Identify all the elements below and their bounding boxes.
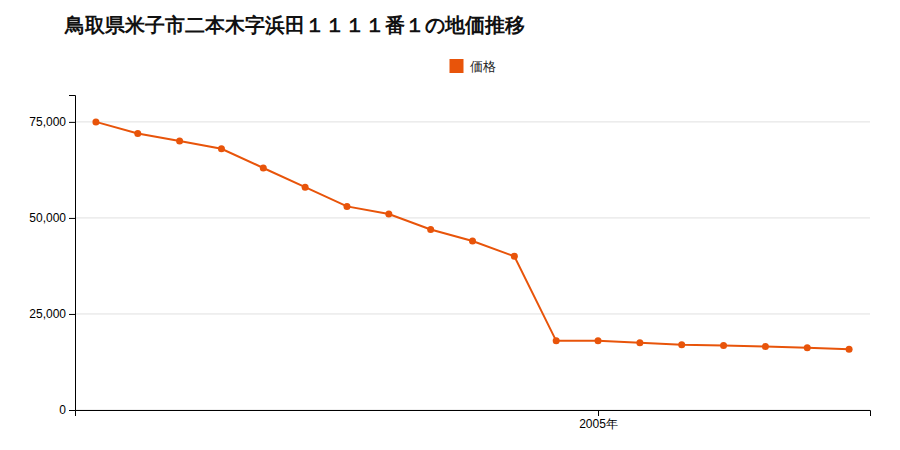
- point: [469, 237, 476, 244]
- y-axis: 0 25,000 50,000 75,000: [29, 96, 75, 418]
- tick-mark: [69, 314, 75, 315]
- point: [678, 341, 685, 348]
- legend-label: 価格: [470, 59, 496, 74]
- legend: 価格: [450, 59, 496, 74]
- point: [762, 343, 769, 350]
- axis-domain: [76, 411, 871, 417]
- tick-label: 25,000: [29, 307, 66, 321]
- tick-label: 0: [59, 403, 66, 417]
- point: [92, 118, 99, 125]
- point: [804, 344, 811, 351]
- chart: 鳥取県米子市二本木字浜田１１１１番１の地価推移 0 25,000 50,000 75,0…: [0, 0, 900, 450]
- legend-swatch: [450, 59, 464, 73]
- tick: 0: [59, 403, 75, 417]
- point: [511, 253, 518, 260]
- grid: [75, 122, 870, 410]
- tick-mark: [69, 410, 75, 411]
- line: [96, 122, 849, 349]
- point: [553, 337, 560, 344]
- tick: 75,000: [29, 115, 75, 129]
- axis-domain: [69, 96, 76, 411]
- tick-mark: [69, 122, 75, 123]
- point: [385, 211, 392, 218]
- point: [218, 145, 225, 152]
- point: [846, 346, 853, 353]
- point: [343, 203, 350, 210]
- tick: 25,000: [29, 307, 75, 321]
- tick-mark: [598, 410, 599, 416]
- point: [595, 337, 602, 344]
- point: [260, 164, 267, 171]
- tick-mark: [69, 218, 75, 219]
- tick: 2005年: [579, 410, 618, 431]
- grid-line: [75, 121, 870, 122]
- grid-line: [75, 217, 870, 218]
- x-axis: 2005年: [76, 410, 871, 431]
- tick-label: 2005年: [579, 417, 618, 431]
- point: [134, 130, 141, 137]
- tick-label: 50,000: [29, 211, 66, 225]
- grid-line: [75, 313, 870, 314]
- legend-item: 価格: [450, 59, 496, 74]
- marks: [92, 118, 852, 352]
- title: 鳥取県米子市二本木字浜田１１１１番１の地価推移: [64, 13, 525, 37]
- point: [176, 138, 183, 145]
- point: [427, 226, 434, 233]
- tick-label: 75,000: [29, 115, 66, 129]
- tick: 50,000: [29, 211, 75, 225]
- point: [636, 339, 643, 346]
- point: [302, 184, 309, 191]
- point: [720, 342, 727, 349]
- markers: [92, 118, 852, 352]
- plot: 0 25,000 50,000 75,000 2005年: [29, 96, 870, 431]
